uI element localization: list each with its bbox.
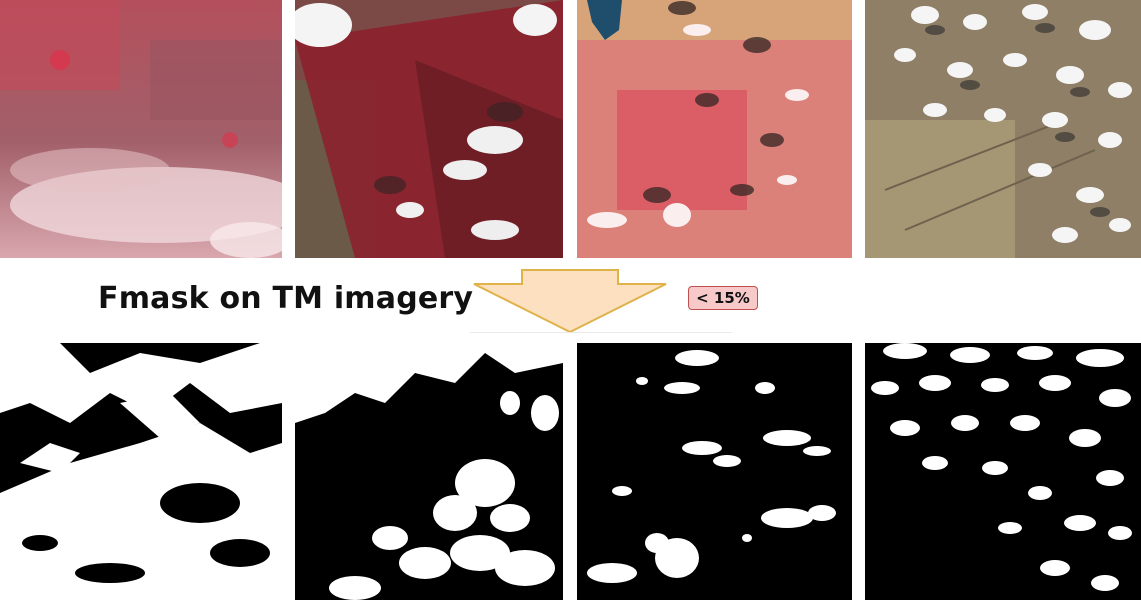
satellite-scene-3 (577, 0, 852, 258)
cloud-mask-3 (577, 343, 852, 600)
satellite-scene-1 (0, 0, 282, 258)
down-arrow-icon (473, 269, 667, 334)
cloud-mask-4 (865, 343, 1141, 600)
cloud-mask-1 (0, 343, 282, 600)
satellite-scene-2 (295, 0, 563, 258)
cloud-mask-2 (295, 343, 563, 600)
satellite-scene-4 (865, 0, 1141, 258)
divider (470, 332, 732, 333)
threshold-badge: < 15% (688, 286, 758, 310)
section-caption: Fmask on TM imagery (98, 281, 474, 316)
